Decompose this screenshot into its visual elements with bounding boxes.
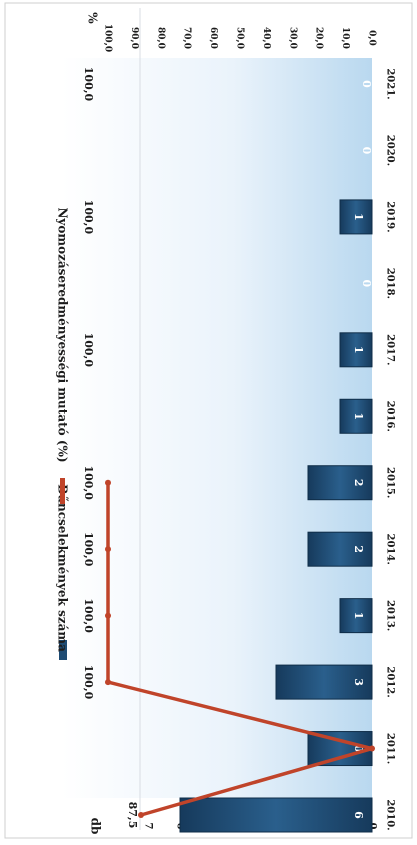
right-axis-tick-2: 20,0 (314, 27, 324, 49)
legend-label-line: Nyomozáseredményességi mutató (%) (56, 207, 70, 462)
right-axis-tick-7: 70,0 (182, 27, 192, 49)
bar-0 (179, 797, 373, 833)
bar-label-9: 1 (352, 213, 365, 221)
category-label-6: 2016. (385, 401, 396, 432)
category-label-3: 2013. (385, 600, 396, 631)
right-axis-tick-0: 0,0 (367, 30, 377, 46)
category-label-10: 2020. (385, 135, 396, 166)
line-label-4: 100,0 (82, 532, 95, 567)
bars: 6 0 3 1 2 2 1 1 0 1 0 0 (179, 80, 373, 833)
legend-swatch-line (60, 478, 65, 504)
line-point-0 (138, 812, 144, 818)
line-path (106, 482, 374, 817)
line-label-5: 100,0 (82, 466, 95, 501)
bar-label-5: 2 (352, 479, 365, 487)
right-axis-tick-5: 50,0 (235, 27, 245, 49)
bar-label-0: 6 (352, 811, 365, 819)
category-label-5: 2015. (385, 467, 396, 498)
category-label-7: 2017. (385, 334, 396, 365)
left-axis-unit: db (89, 818, 103, 835)
bar-3 (339, 598, 373, 634)
line-label-11: 100,0 (82, 67, 95, 102)
bar-9 (339, 199, 373, 235)
bar-5 (307, 465, 373, 501)
category-label-0: 2010. (385, 799, 396, 830)
right-axis-tick-9: 90,0 (129, 27, 139, 49)
axes: 01234567db0,010,020,030,040,050,060,070,… (86, 12, 396, 834)
bar-7 (339, 332, 373, 368)
right-axis-tick-6: 60,0 (208, 27, 218, 49)
bar-label-1: 0 (352, 745, 365, 753)
bar-label-10: 0 (360, 147, 373, 155)
right-axis-tick-8: 80,0 (155, 27, 165, 49)
category-label-11: 2021. (385, 68, 396, 99)
line-point-1 (369, 745, 375, 752)
left-axis-tick-7: 7 (143, 823, 154, 830)
category-label-9: 2019. (385, 201, 396, 232)
bar-label-8: 0 (360, 280, 373, 288)
line-label-0: 87,5 (126, 802, 139, 829)
line-label-9: 100,0 (82, 200, 95, 235)
line-label-3: 100,0 (82, 598, 95, 633)
line-point-2 (105, 679, 111, 686)
category-label-2: 2012. (385, 666, 396, 697)
line-series (105, 479, 375, 818)
line-point-4 (105, 546, 111, 553)
bar-label-2: 3 (352, 678, 365, 686)
line-label-2: 100,0 (82, 665, 95, 700)
bar-4 (307, 531, 373, 567)
bar-label-4: 2 (352, 545, 365, 553)
right-axis-tick-1: 10,0 (340, 27, 350, 49)
legend: Bűncselekmények száma Nyomozáseredményess… (56, 207, 70, 660)
labels: 87,5 100,0 100,0 100,0 100,0 100,0 100,0 100,0 (82, 67, 139, 829)
right-axis-tick-3: 30,0 (287, 27, 297, 49)
right-axis-tick-10: 100,0 (103, 24, 113, 52)
bar-6 (339, 398, 373, 434)
line-point-5 (105, 479, 111, 486)
legend-label-bar: Bűncselekmények száma (56, 484, 70, 652)
category-label-1: 2011. (385, 733, 396, 764)
bar-2 (275, 664, 373, 700)
bar-label-7: 1 (352, 346, 365, 354)
right-axis-unit: % (86, 12, 100, 24)
category-label-8: 2018. (385, 268, 396, 299)
bar-label-3: 1 (352, 612, 365, 620)
bar-label-6: 1 (352, 412, 365, 420)
right-axis-tick-4: 40,0 (261, 27, 271, 49)
bar-label-11: 0 (360, 80, 373, 88)
legend-swatch-bar (59, 640, 67, 660)
line-point-3 (105, 612, 111, 619)
category-label-4: 2014. (385, 534, 396, 565)
line-label-7: 100,0 (82, 333, 95, 368)
